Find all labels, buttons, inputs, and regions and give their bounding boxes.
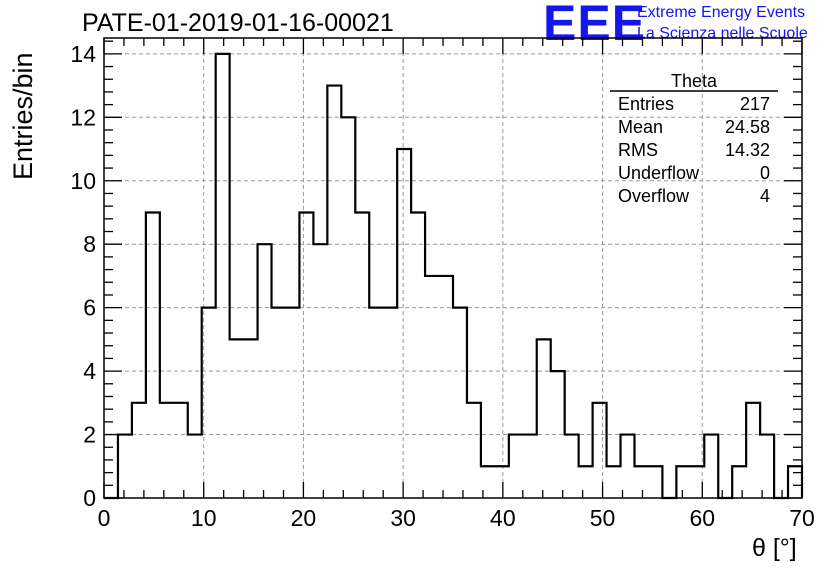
eee-logo: EEE: [543, 0, 647, 51]
axis-ticks: [103, 38, 803, 499]
x-tick-label: 20: [291, 505, 317, 531]
x-tick-label: 10: [191, 505, 217, 531]
plot-frame: [103, 37, 803, 499]
y-tick-label: 2: [83, 422, 96, 448]
y-tick-label: 0: [83, 485, 96, 511]
x-tick-label: 60: [689, 505, 715, 531]
stats-name: Theta: [671, 71, 718, 91]
stats-row-label: Overflow: [618, 186, 690, 206]
logo-line-1: Extreme Energy Events: [637, 4, 806, 21]
x-axis-label: θ [°]: [752, 534, 797, 562]
x-tick-label: 0: [98, 505, 111, 531]
grid-lines: [104, 38, 802, 498]
y-tick-label: 8: [83, 231, 96, 257]
x-tick-label: 40: [490, 505, 516, 531]
stats-row-label: Mean: [618, 117, 663, 137]
stats-row-value: 217: [740, 94, 770, 114]
y-tick-label: 14: [70, 41, 96, 67]
stats-box: Theta Entries 217 Mean 24.58 RMS 14.32 Underflo…: [610, 71, 778, 206]
x-tick-label: 70: [789, 505, 815, 531]
y-tick-label: 6: [83, 295, 96, 321]
x-tick-label: 50: [590, 505, 616, 531]
stats-row-label: Underflow: [618, 163, 700, 183]
y-tick-label: 12: [70, 104, 96, 130]
stats-row-value: 0: [760, 163, 770, 183]
stats-row-value: 14.32: [725, 140, 770, 160]
stats-row-value: 24.58: [725, 117, 770, 137]
histogram-line: [104, 52, 804, 500]
stats-row-label: RMS: [618, 140, 658, 160]
y-tick-label: 4: [83, 358, 96, 384]
stats-row-label: Entries: [618, 94, 674, 114]
y-tick-label: 10: [70, 168, 96, 194]
chart-title: PATE-01-2019-01-16-00021: [82, 9, 394, 37]
x-tick-label: 30: [390, 505, 416, 531]
stats-row-value: 4: [760, 186, 770, 206]
plot-border: [103, 37, 803, 499]
